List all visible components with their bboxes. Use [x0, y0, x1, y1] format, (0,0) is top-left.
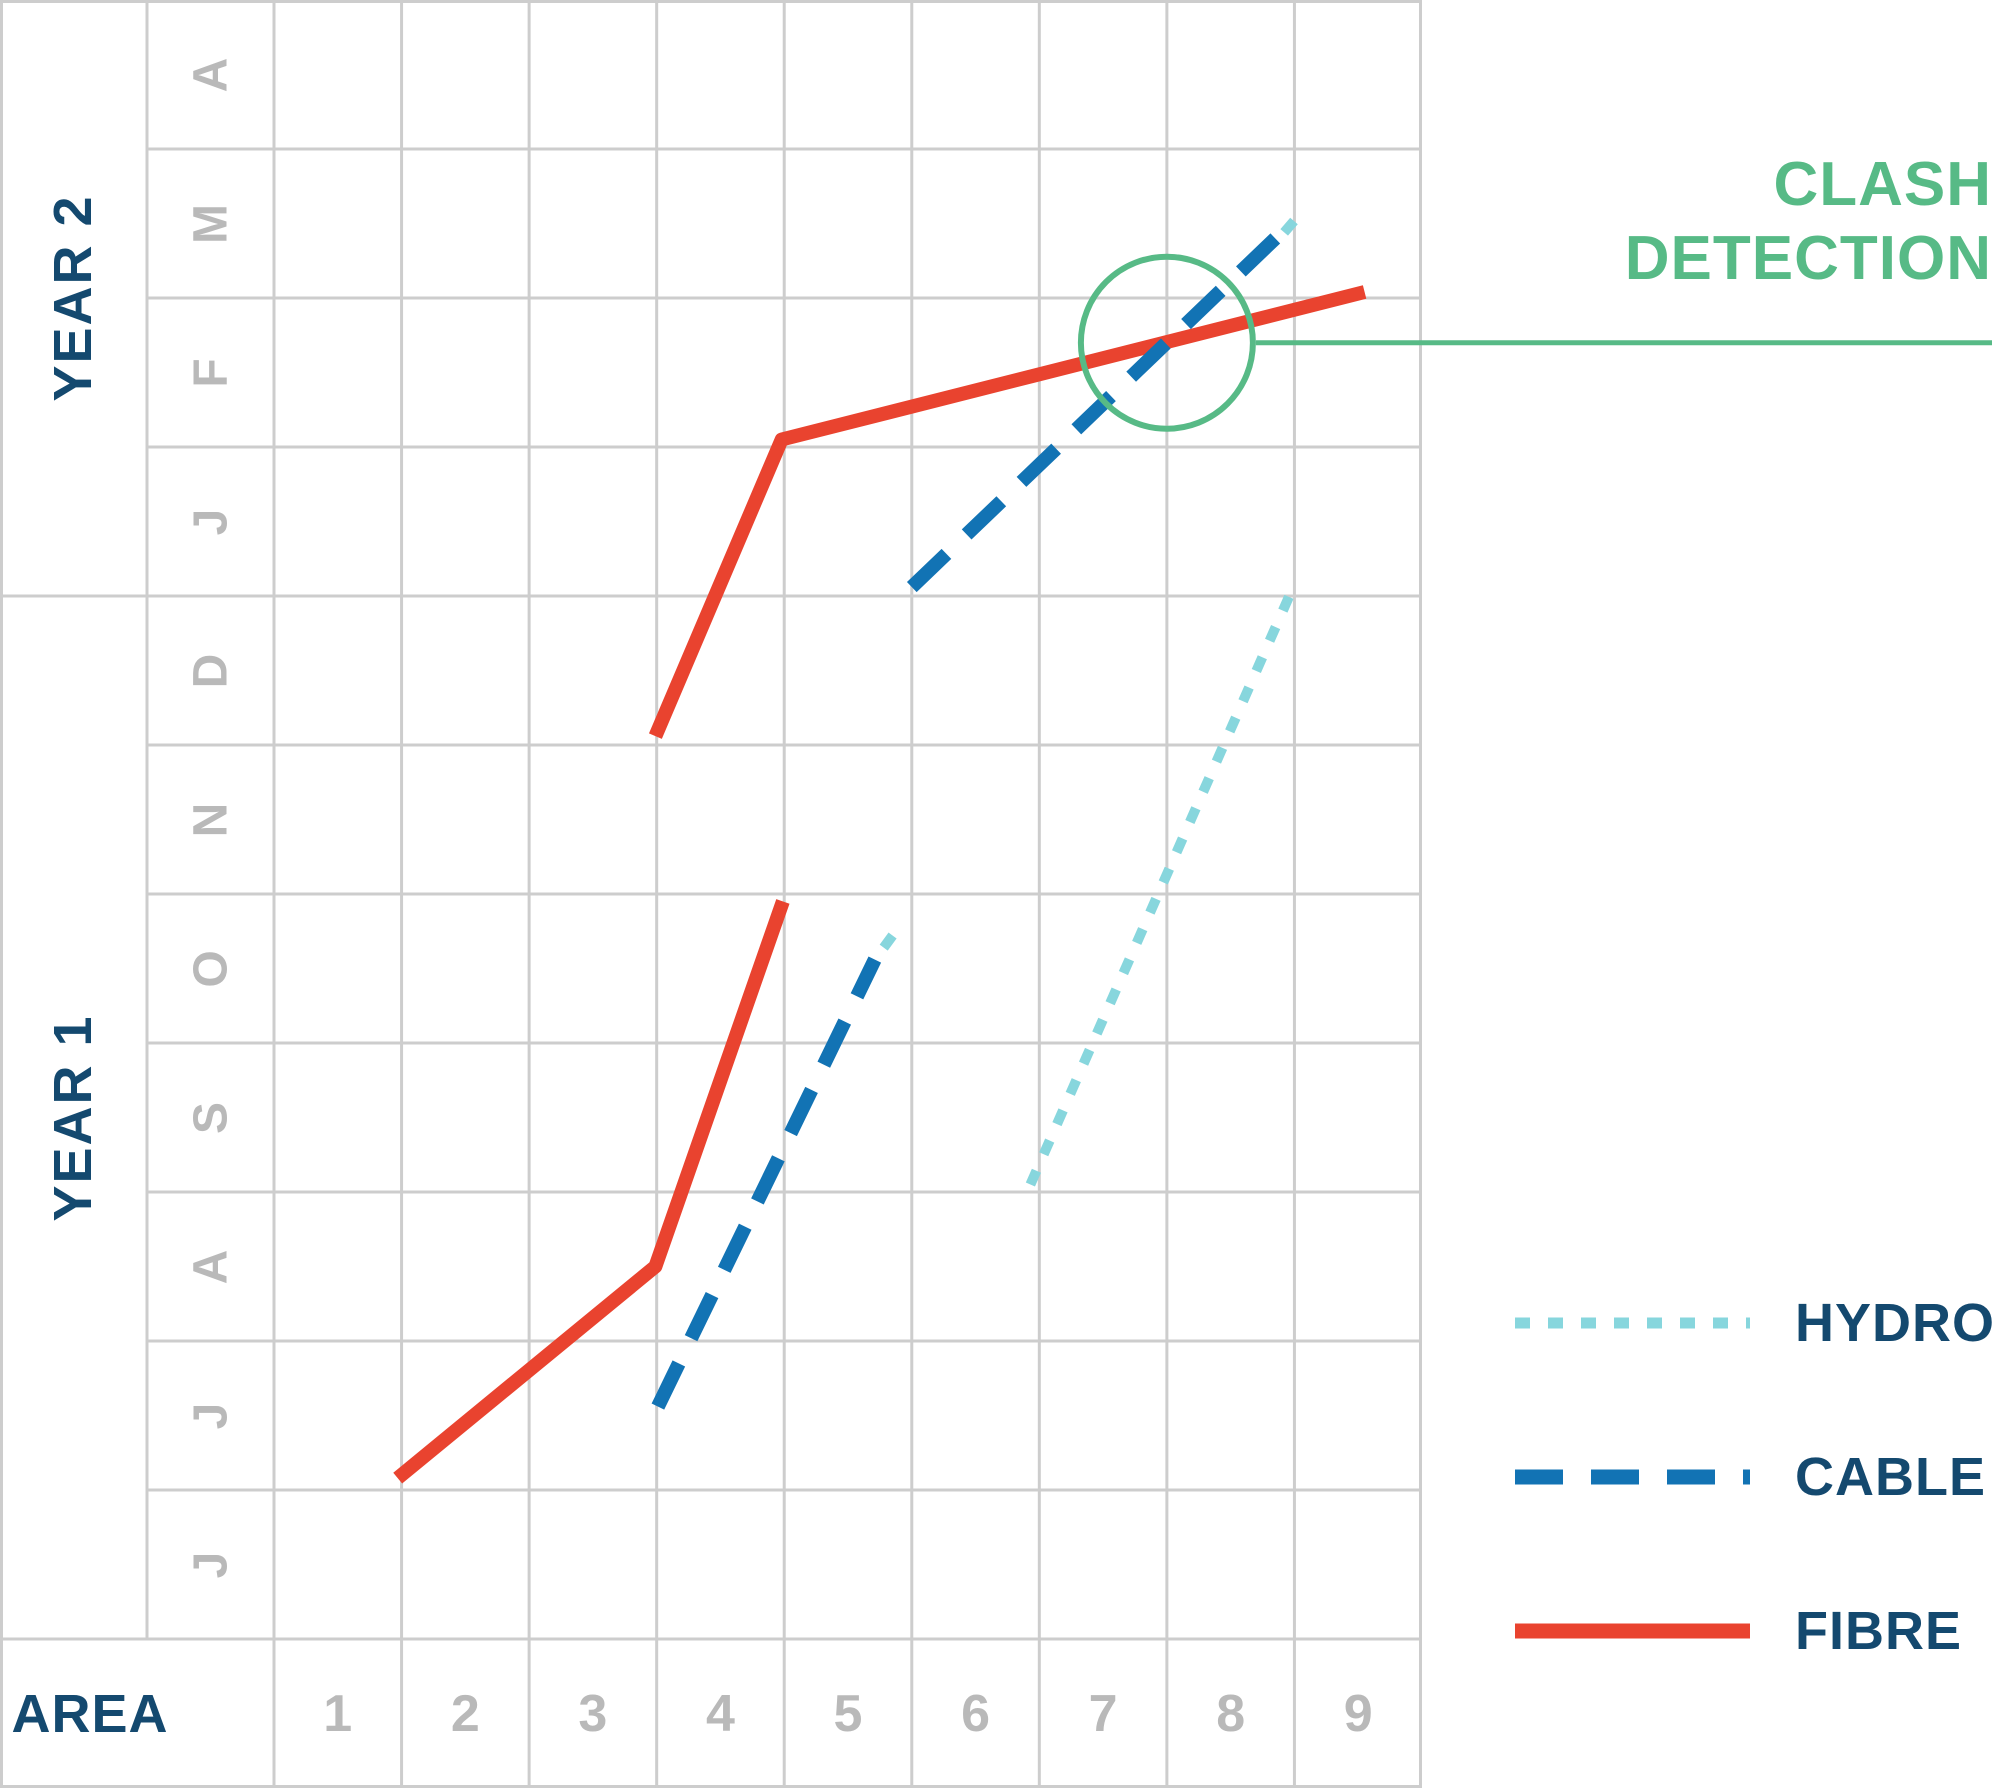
clash-detection-label: CLASH DETECTION	[1625, 148, 1992, 297]
area-tick: 5	[833, 1684, 863, 1743]
area-tick: 3	[578, 1684, 608, 1743]
area-axis-label: AREA	[11, 1683, 169, 1744]
legend-swatch-cable	[1515, 1469, 1750, 1485]
month-label: D	[184, 653, 238, 688]
area-tick: 7	[1088, 1684, 1118, 1743]
hydro-line	[879, 923, 904, 951]
hydro-line	[1025, 593, 1294, 1187]
cable-line	[651, 956, 882, 1410]
legend-label: FIBRE	[1795, 1601, 1962, 1661]
legend-swatch-fibre	[1515, 1623, 1750, 1639]
fibre-line	[393, 899, 790, 1484]
clash-label-line2: DETECTION	[1624, 224, 1992, 294]
year-2-label: YEAR 2	[43, 194, 103, 402]
area-tick: 4	[705, 1684, 735, 1743]
area-tick: 6	[961, 1684, 991, 1743]
legend-item-hydro: HYDRO	[1515, 1292, 1995, 1354]
month-label: J	[184, 1551, 238, 1578]
month-label: J	[184, 1402, 238, 1429]
legend: HYDRO CABLE FIBRE	[1515, 1292, 1995, 1754]
area-tick: 1	[323, 1684, 353, 1743]
area-tick: 8	[1216, 1684, 1246, 1743]
fibre-line	[648, 285, 1367, 739]
clash-label-line1: CLASH	[1773, 150, 1992, 219]
year-1-label: YEAR 1	[43, 1013, 103, 1222]
legend-label: HYDRO	[1795, 1293, 1996, 1353]
month-label: O	[184, 949, 238, 988]
month-label: A	[184, 1249, 238, 1284]
legend-label: CABLE	[1795, 1447, 1986, 1507]
legend-item-fibre: FIBRE	[1515, 1600, 1995, 1662]
legend-item-cable: CABLE	[1515, 1446, 1995, 1508]
month-label: S	[184, 1101, 238, 1134]
month-label: M	[184, 203, 238, 244]
hydro-line	[1280, 211, 1304, 236]
month-label: F	[184, 357, 238, 388]
month-label: N	[184, 802, 238, 837]
month-label: J	[184, 508, 238, 535]
clash-circle	[1077, 253, 1256, 432]
area-tick: 9	[1343, 1684, 1373, 1743]
legend-swatch-hydro	[1515, 1317, 1750, 1329]
area-tick: 2	[450, 1684, 480, 1743]
cable-line	[906, 233, 1281, 593]
month-label: A	[184, 57, 238, 92]
